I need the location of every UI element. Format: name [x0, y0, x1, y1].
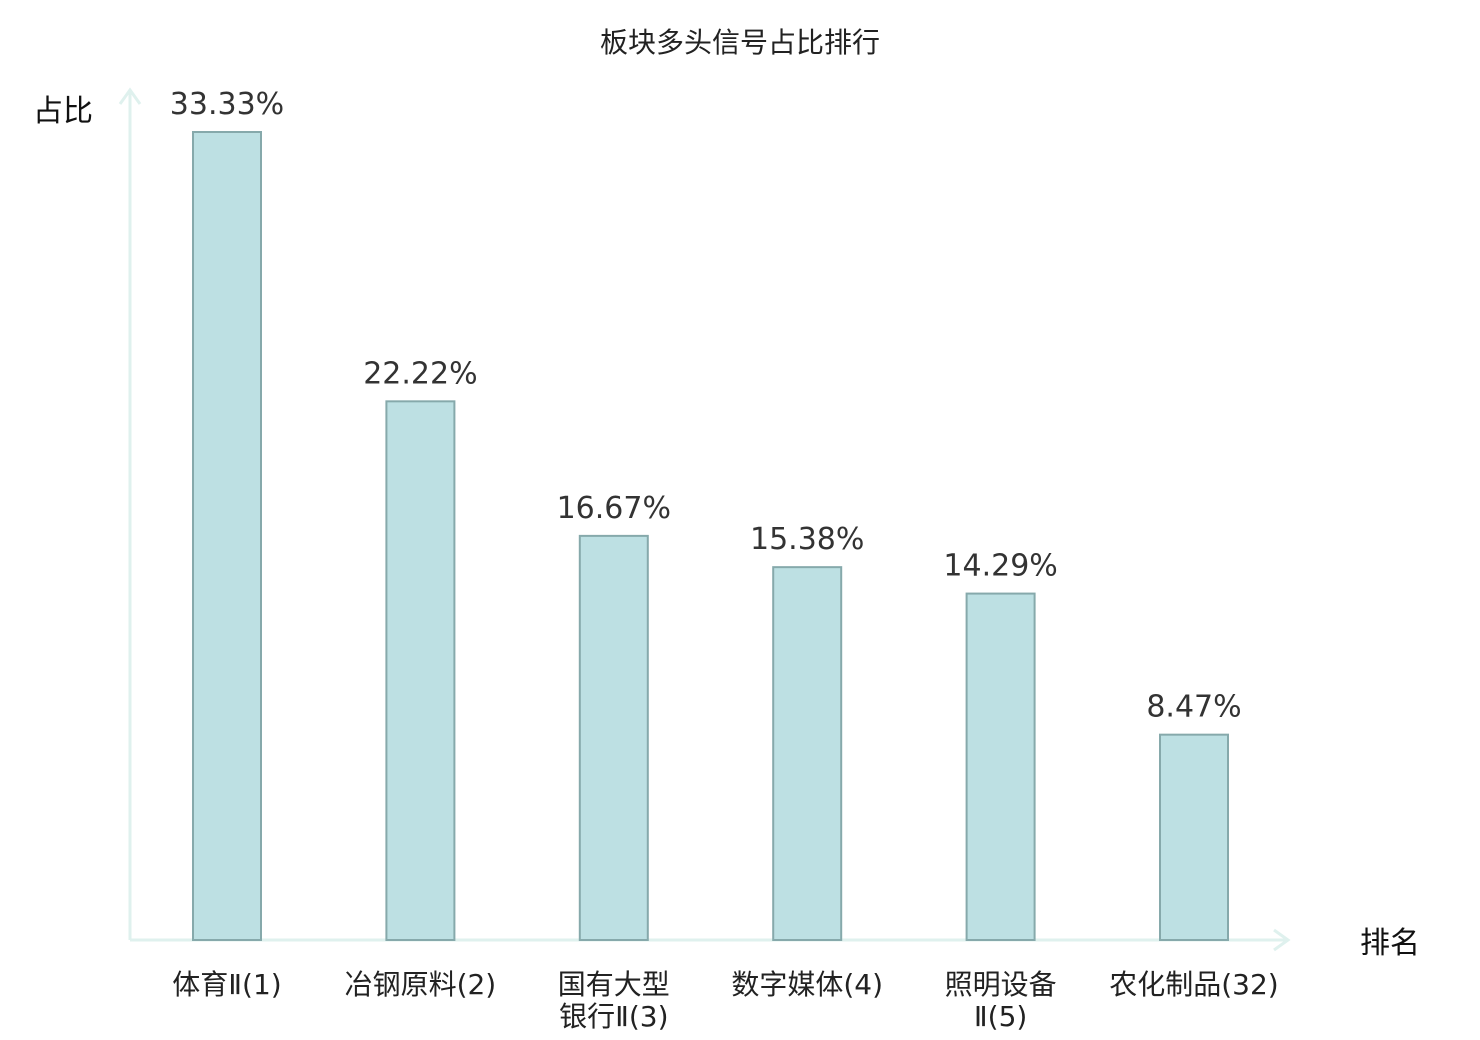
category-label-3: 国有大型银行Ⅱ(3) — [558, 968, 670, 1033]
category-label-2: 冶钢原料(2) — [345, 968, 497, 1001]
category-label-line: 数字媒体(4) — [731, 968, 883, 1001]
category-label-line: 照明设备 — [945, 968, 1057, 1001]
category-label-line: 冶钢原料(2) — [345, 968, 497, 1001]
bar-2 — [385, 400, 456, 942]
x-axis-title: 排名 — [1360, 926, 1420, 961]
value-label-1: 33.33% — [170, 87, 284, 122]
category-label-5: 照明设备 Ⅱ(5) — [945, 968, 1057, 1033]
bar-4 — [772, 566, 843, 941]
y-axis-arrow — [118, 87, 142, 105]
value-labels-group: 33.33% 22.22% 16.67% 15.38% 14.29% 8.47% — [170, 87, 1242, 725]
value-label-4: 15.38% — [750, 522, 864, 557]
bar-3 — [578, 534, 649, 941]
category-label-4: 数字媒体(4) — [731, 968, 883, 1001]
value-label-6: 8.47% — [1146, 690, 1241, 725]
category-label-6: 农化制品(32) — [1109, 968, 1278, 1001]
category-label-line: Ⅱ(5) — [974, 1000, 1027, 1033]
x-axis-arrow — [1273, 928, 1291, 952]
value-label-2: 22.22% — [363, 356, 477, 391]
category-labels-group: 体育Ⅱ(1) 冶钢原料(2) 国有大型银行Ⅱ(3) 数字媒体(4) 照明设备 Ⅱ(5) 农化… — [172, 968, 1278, 1033]
category-label-line: 国有大型 — [558, 968, 670, 1001]
category-label-line: 银行Ⅱ(3) — [559, 1000, 668, 1033]
bar-6 — [1159, 733, 1229, 942]
chart-title: 板块多头信号占比排行 — [600, 26, 880, 59]
category-label-1: 体育Ⅱ(1) — [172, 968, 281, 1001]
y-axis-title: 占比 — [33, 94, 93, 129]
bar-1 — [192, 131, 262, 941]
category-label-line: 农化制品(32) — [1109, 968, 1278, 1001]
value-label-5: 14.29% — [943, 549, 1057, 584]
category-label-line: 体育Ⅱ(1) — [172, 968, 281, 1001]
bar-5 — [965, 592, 1036, 941]
value-label-3: 16.67% — [557, 491, 671, 526]
bars-group — [192, 131, 1229, 942]
